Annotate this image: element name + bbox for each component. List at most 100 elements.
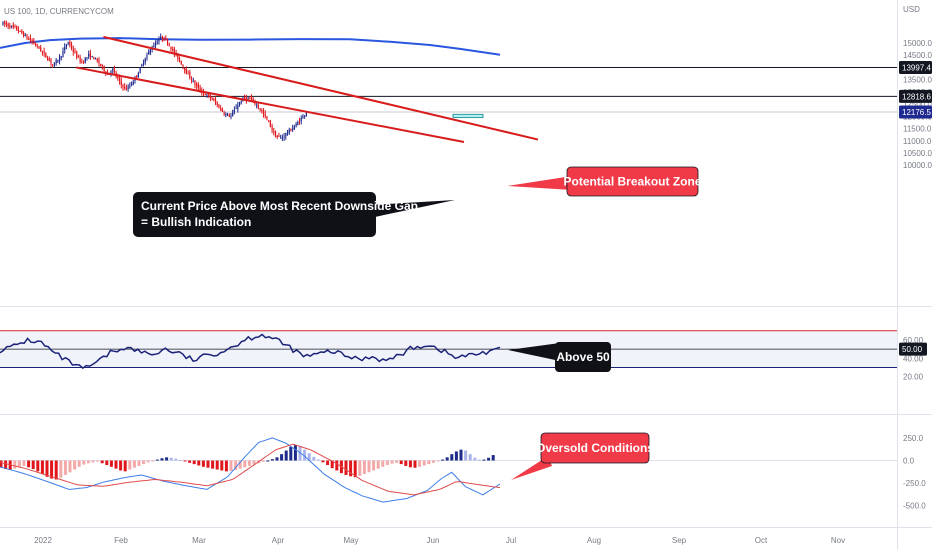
macd-histogram-bar xyxy=(381,460,385,467)
candle-body xyxy=(218,104,220,109)
candle-body xyxy=(170,46,172,50)
candle-body xyxy=(160,36,162,40)
macd-histogram-bar xyxy=(50,460,54,479)
gap-callout-box xyxy=(133,192,376,237)
candle-body xyxy=(76,52,78,58)
candle-body xyxy=(292,128,294,130)
macd-histogram-bar xyxy=(4,460,8,470)
candle-body xyxy=(271,126,273,131)
macd-panel[interactable] xyxy=(0,437,897,503)
macd-callout-pointer xyxy=(511,456,552,480)
candle-body xyxy=(208,93,210,96)
x-axis-tick-label: Jul xyxy=(506,536,516,545)
macd-histogram-bar xyxy=(312,456,316,461)
candle-body xyxy=(293,126,295,130)
candle-body xyxy=(125,87,128,91)
rsi-panel[interactable] xyxy=(0,330,897,370)
macd-histogram-bar xyxy=(275,457,279,461)
candle-body xyxy=(86,57,88,59)
macd-histogram-bar xyxy=(211,460,215,469)
macd-histogram-bar xyxy=(427,460,431,465)
candle-body xyxy=(77,56,80,58)
candle-body xyxy=(28,38,30,40)
macd-histogram-bar xyxy=(77,460,81,467)
signal-line xyxy=(0,443,501,496)
candle-body xyxy=(295,123,297,127)
candle-body xyxy=(127,86,129,90)
candle-body xyxy=(304,115,306,117)
candle-body xyxy=(36,44,38,46)
macd-histogram-bar xyxy=(188,460,192,463)
price-axis-tick-label: 12500.0 xyxy=(903,100,932,109)
macd-histogram-bar xyxy=(224,460,228,472)
macd-axis-tick-label: -250.0 xyxy=(903,479,926,488)
price-panel[interactable] xyxy=(0,20,897,143)
annotations: Potential Breakout Zone Current Price Abo… xyxy=(133,166,702,480)
candle-body xyxy=(240,101,242,103)
breakout-callout-pointer xyxy=(507,176,572,190)
macd-histogram-bar xyxy=(123,460,127,472)
candle-body xyxy=(286,132,289,135)
candle-body xyxy=(19,30,21,32)
macd-histogram-bar xyxy=(197,460,201,466)
macd-histogram-bar xyxy=(473,457,477,461)
candle-body xyxy=(41,51,44,53)
candle-body xyxy=(220,108,222,110)
candle-body xyxy=(12,24,14,27)
macd-histogram-bar xyxy=(119,460,123,471)
macd-histogram-bar xyxy=(358,460,362,476)
price-axis-tick-label: 13500.0 xyxy=(903,76,932,85)
candle-body xyxy=(40,47,42,52)
macd-histogram-bar xyxy=(477,459,481,461)
candle-body xyxy=(70,44,73,49)
candle-body xyxy=(187,73,189,75)
candle-body xyxy=(130,84,133,86)
candle-body xyxy=(7,23,9,27)
candle-body xyxy=(50,59,52,64)
candle-body xyxy=(153,45,155,48)
rsi-axis-tick-label: 20.00 xyxy=(903,373,924,382)
macd-histogram-bar xyxy=(321,460,325,463)
candle-body xyxy=(88,54,90,57)
macd-histogram-bar xyxy=(284,450,288,461)
x-axis-tick-label: May xyxy=(343,536,358,545)
candle-body xyxy=(166,40,169,44)
macd-histogram-bar xyxy=(307,453,311,461)
candle-body xyxy=(16,26,18,30)
candle-body xyxy=(233,109,235,113)
macd-histogram-bar xyxy=(68,460,72,473)
macd-histogram-bar xyxy=(436,460,440,462)
macd-histogram-bar xyxy=(422,460,426,466)
candle-body xyxy=(46,58,49,60)
candle-body xyxy=(211,98,213,100)
candle-body xyxy=(100,63,102,66)
macd-histogram-bar xyxy=(100,460,104,464)
candle-body xyxy=(24,35,26,37)
gap-callout-line1: Current Price Above Most Recent Downside… xyxy=(141,199,418,213)
price-axis-tick-label: 10000.0 xyxy=(903,161,932,170)
candle-body xyxy=(213,98,215,101)
candle-body xyxy=(261,110,263,112)
macd-histogram-bar xyxy=(91,460,95,463)
x-axis-tick-label: Sep xyxy=(672,536,687,545)
macd-histogram-bar xyxy=(408,460,412,468)
candle-body xyxy=(72,49,74,52)
macd-histogram-bar xyxy=(165,457,169,461)
candle-body xyxy=(112,69,114,71)
candle-body xyxy=(91,56,93,58)
macd-histogram-bar xyxy=(372,460,376,471)
candle-body xyxy=(53,62,56,65)
candle-body xyxy=(197,85,199,88)
macd-histogram-bar xyxy=(220,460,224,471)
macd-histogram-bar xyxy=(27,460,31,468)
macd-histogram-bar xyxy=(63,460,67,475)
candle-body xyxy=(148,51,150,55)
candle-body xyxy=(113,68,116,73)
macd-histogram-bar xyxy=(266,460,270,462)
macd-histogram-bar xyxy=(128,460,132,470)
price-axis-tick-label: 10500.0 xyxy=(903,149,932,158)
rsi-axis-tick-label: 60.00 xyxy=(903,336,924,345)
macd-histogram-bar xyxy=(413,460,417,468)
